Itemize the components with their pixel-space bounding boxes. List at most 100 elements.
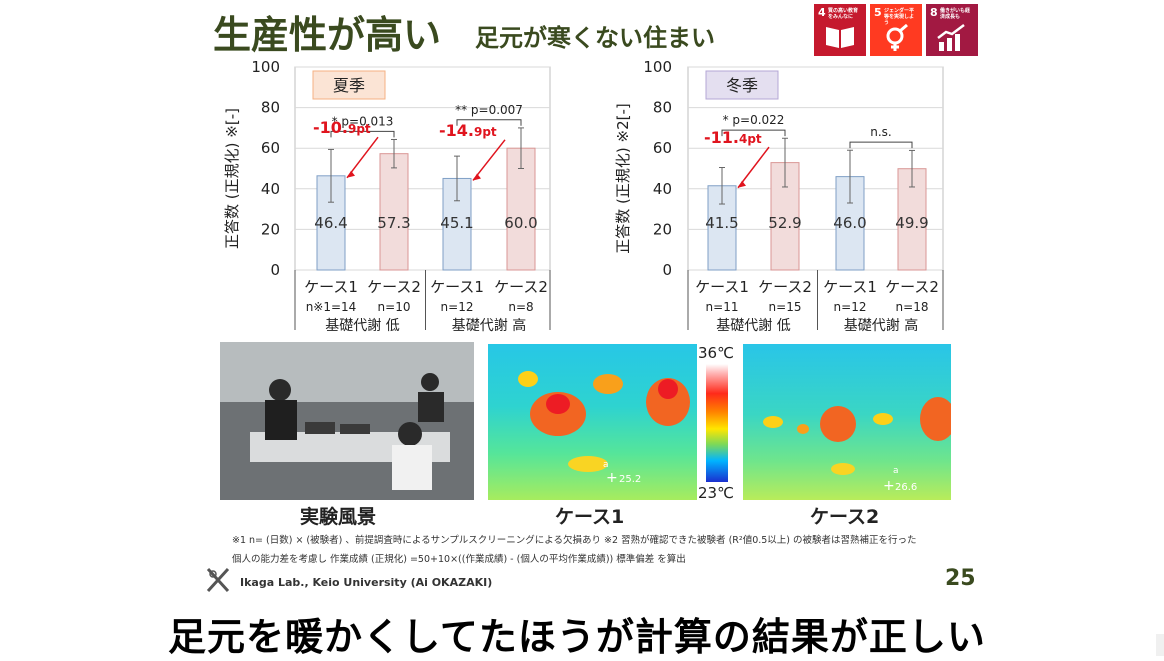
y-tick-label: 60 — [653, 139, 672, 157]
season-title-box — [705, 70, 779, 100]
category-label: ケース1 — [695, 278, 749, 296]
thermal-image-case2: a + 26.6 — [743, 344, 951, 500]
significance-bracket — [456, 119, 522, 126]
sdg-badge-4: 4 質の高い教育をみんなに — [814, 4, 866, 56]
category-label: ケース2 — [758, 278, 812, 296]
sdg-badge-8: 8 働きがいも経済成長も — [926, 4, 978, 56]
significance-label: * p=0.022 — [723, 113, 785, 127]
sample-size-label: n=10 — [378, 300, 411, 314]
video-caption: 足元を暖かくしてたほうが計算の結果が正しい — [168, 615, 986, 659]
thermal-case1-temp: 25.2 — [619, 474, 642, 485]
lab-credit: Ikaga Lab., Keio University (Ai OKAZAKI) — [240, 576, 493, 589]
season-title-box — [312, 70, 386, 100]
bar-value-label: 45.1 — [440, 214, 473, 232]
significance-bracket — [330, 130, 395, 138]
case1-label: ケース1 — [555, 506, 625, 528]
crosshair-icon: + — [606, 470, 618, 486]
sample-size-label: n=18 — [896, 300, 929, 314]
sample-size-label: n=8 — [508, 300, 533, 314]
slide-title: 生産性が高い — [213, 13, 442, 57]
difference-arrow — [737, 146, 770, 189]
difference-label: -11.4pt — [704, 128, 762, 147]
season-title: 夏季 — [333, 76, 365, 95]
summer-chart-svg: 0 20 40 60 80 100 46.4 ケース1 n※1=14 57.3 ケース2 n=10 45… — [223, 58, 551, 334]
y-tick-label: 40 — [261, 180, 280, 198]
sample-size-label: n※1=14 — [306, 300, 357, 314]
y-tick-label: 60 — [261, 139, 280, 157]
summer-chart: 0 20 40 60 80 100 46.4 ケース1 n※1=14 57.3 ケース2 n=10 45… — [205, 55, 575, 340]
category-label: ケース1 — [304, 278, 358, 296]
bar-value-label: 46.0 — [833, 214, 866, 232]
significance-bracket — [849, 141, 913, 149]
temp-scale-min: 23℃ — [698, 484, 734, 502]
category-label: ケース2 — [367, 278, 421, 296]
y-tick-label: 100 — [643, 58, 672, 76]
thermal-image-case1: a + 25.2 — [488, 344, 697, 500]
slide-subtitle: 足元が寒くない住まい — [475, 24, 715, 52]
significance-label: ** p=0.007 — [455, 103, 523, 117]
winter-chart-svg: 0 20 40 60 80 100 41.5 ケース1 n=11 52.9 ケース2 n=15 46.0… — [614, 58, 944, 334]
sample-size-label: n=12 — [834, 300, 867, 314]
y-tick-label: 20 — [653, 220, 672, 238]
bar-value-label: 49.9 — [895, 214, 928, 232]
bar-value-label: 46.4 — [314, 214, 347, 232]
experiment-scene-photo — [220, 342, 474, 500]
difference-arrow — [346, 136, 379, 179]
y-axis-label: 正答数 (正規化) ※[-] — [223, 108, 241, 249]
sample-size-label: n=12 — [441, 300, 474, 314]
significance-label: * p=0.013 — [332, 114, 394, 128]
y-tick-label: 20 — [261, 220, 280, 238]
group-label: 基礎代謝 高 — [844, 317, 918, 334]
crosshair-icon: + — [883, 478, 895, 494]
sdg-badge-5: 5 ジェンダー平等を実現しよう — [870, 4, 922, 56]
bar — [379, 153, 409, 271]
season-title: 冬季 — [726, 76, 758, 95]
bar-value-label: 57.3 — [377, 214, 410, 232]
thermal-case1-point: a — [603, 460, 609, 470]
footnote-line2: 個人の能力差を考慮し 作業成績 (正規化) =50+10×((作業成績) - (… — [232, 554, 686, 565]
category-label: ケース2 — [494, 278, 548, 296]
experiment-scene-label: 実験風景 — [300, 506, 377, 528]
category-label: ケース1 — [823, 278, 877, 296]
group-label: 基礎代謝 低 — [325, 317, 399, 334]
difference-arrowhead — [738, 180, 746, 188]
y-tick-label: 0 — [662, 261, 672, 279]
thermal-case2-point: a — [893, 466, 899, 476]
sample-size-label: n=15 — [769, 300, 802, 314]
y-tick-label: 80 — [261, 99, 280, 117]
difference-arrowhead — [347, 170, 355, 178]
significance-label: n.s. — [870, 125, 892, 139]
thermal-case1-hotspots — [518, 371, 690, 472]
sample-size-label: n=11 — [706, 300, 739, 314]
category-label: ケース1 — [430, 278, 484, 296]
book-icon — [826, 27, 854, 48]
bar-value-label: 41.5 — [705, 214, 738, 232]
temp-scale-bar — [706, 364, 728, 482]
y-axis-label: 正答数 (正規化) ※2[-] — [614, 103, 632, 253]
y-tick-label: 0 — [270, 261, 280, 279]
winter-chart: 0 20 40 60 80 100 41.5 ケース1 n=11 52.9 ケース2 n=15 46.0… — [600, 55, 960, 340]
temp-scale-max: 36℃ — [698, 344, 734, 362]
difference-arrowhead — [473, 173, 481, 181]
thermal-case2-temp: 26.6 — [895, 482, 918, 493]
office-scene-image — [220, 342, 474, 500]
edge-strip — [1156, 634, 1164, 656]
y-tick-label: 80 — [653, 99, 672, 117]
y-tick-label: 40 — [653, 180, 672, 198]
bar-value-label: 52.9 — [768, 214, 801, 232]
significance-bracket — [721, 129, 786, 137]
lab-logo — [206, 567, 230, 593]
bar — [506, 147, 536, 271]
difference-label: -10.9pt — [313, 118, 371, 137]
growth-chart-icon — [937, 24, 965, 51]
difference-label: -14.9pt — [439, 121, 497, 140]
footnote-line1: ※1 n= (日数) × (被験者) 、前提調査時によるサンプルスクリーニングに… — [232, 535, 917, 546]
slide — [205, 0, 995, 600]
thermal-case2-hotspots — [763, 397, 951, 475]
gender-icon — [886, 24, 908, 51]
page-number: 25 — [945, 566, 976, 591]
case2-label: ケース2 — [810, 506, 880, 528]
category-label: ケース2 — [885, 278, 939, 296]
y-tick-label: 100 — [251, 58, 280, 76]
difference-arrow — [472, 139, 506, 181]
